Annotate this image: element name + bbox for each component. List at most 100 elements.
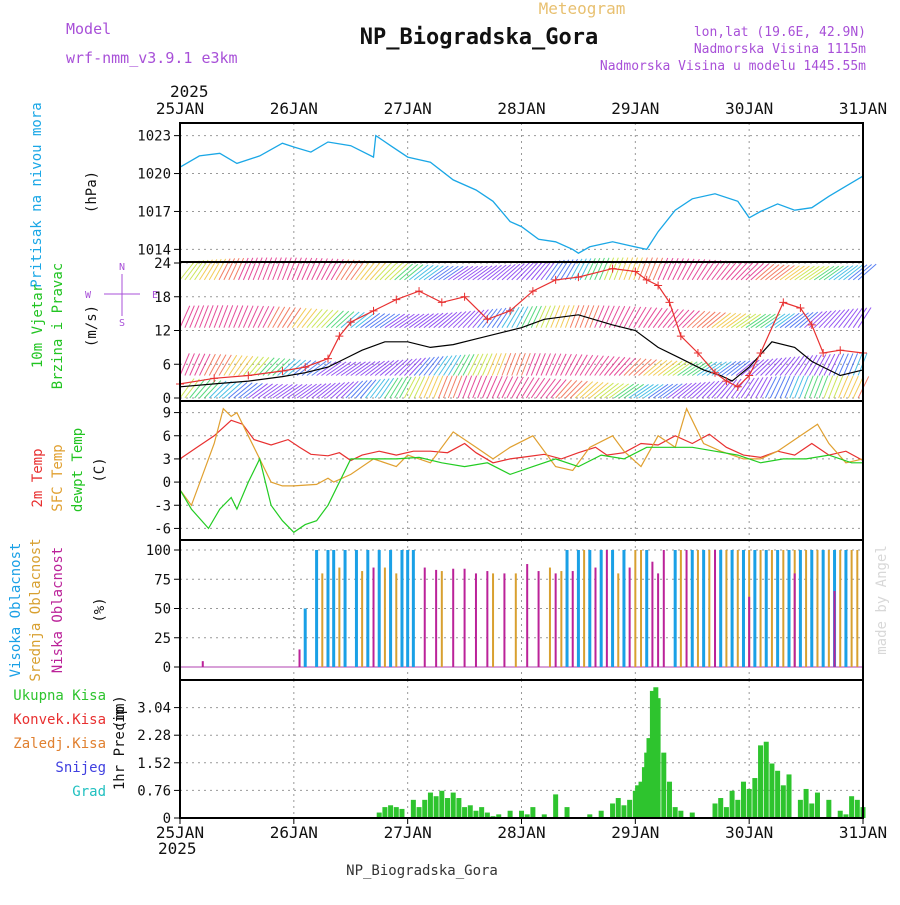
wind-barb xyxy=(189,305,200,328)
wind-barb xyxy=(408,357,426,376)
wind-barb xyxy=(491,353,502,376)
pressure-unit: (hPa) xyxy=(84,171,100,213)
wind-barb xyxy=(545,378,562,399)
cloud-bar xyxy=(736,550,739,667)
wind-barb xyxy=(277,306,291,328)
precip-legend-item: Konvek.Kisa xyxy=(13,712,106,728)
wind-barb xyxy=(560,380,578,399)
cloud-bar xyxy=(617,573,620,667)
wind-barb xyxy=(599,382,619,399)
wind-barb xyxy=(340,259,355,281)
wind-barb xyxy=(755,358,774,376)
wind-barb xyxy=(652,308,668,328)
wind-barb xyxy=(438,311,458,329)
wind-barb xyxy=(438,375,449,399)
wind-barb xyxy=(404,313,425,329)
wind-barb xyxy=(540,305,552,328)
precip-bar xyxy=(541,814,547,818)
precip-bar xyxy=(433,796,439,818)
wind-barb xyxy=(550,379,567,399)
gust-marker xyxy=(335,332,344,341)
precip-bar xyxy=(382,807,388,818)
series-line-sfc-temp xyxy=(179,407,864,507)
chart-subtitle: Meteogram xyxy=(539,0,626,18)
wind-barb xyxy=(765,357,783,376)
wind-barb xyxy=(418,313,439,329)
wind-barb xyxy=(355,361,376,376)
precip-bar xyxy=(797,799,803,818)
wind-barb xyxy=(384,359,404,376)
wind-barb xyxy=(770,264,790,281)
wind-barb xyxy=(764,376,777,399)
wind-barb xyxy=(179,305,191,328)
wind-barb xyxy=(477,308,494,329)
wind-barb xyxy=(374,262,392,281)
wind-barb xyxy=(496,263,516,281)
panel-precip: 3.04 2.28 1.52 0.76 0 xyxy=(137,679,866,827)
cloud-bar xyxy=(548,567,551,667)
wind-barb xyxy=(803,375,814,399)
wind-barb xyxy=(696,361,718,376)
cloud-bar xyxy=(776,550,780,667)
wind-barb xyxy=(667,361,688,376)
wind-barb xyxy=(282,307,296,328)
wind-barb xyxy=(682,361,703,376)
cloud-bar xyxy=(452,568,455,667)
cloud-bar xyxy=(714,550,717,667)
wind-barb xyxy=(306,383,327,399)
wind-barb xyxy=(530,261,548,281)
wind-barb xyxy=(511,352,521,376)
wind-barb xyxy=(438,265,459,281)
wind-barb xyxy=(467,375,478,399)
wind-barb xyxy=(194,353,206,376)
precip-bar xyxy=(587,814,593,818)
wind-barb xyxy=(648,359,668,376)
wind-barb xyxy=(599,356,615,376)
wind-barb xyxy=(779,375,791,399)
precip-bar xyxy=(672,807,678,818)
gust-marker xyxy=(665,298,674,307)
wind-barb xyxy=(555,305,566,328)
wind-barb xyxy=(565,380,583,399)
wind-barb xyxy=(394,358,413,376)
wind-barb xyxy=(457,265,479,281)
cloud-ylabel-2: Srednja Oblacnost xyxy=(28,538,44,681)
wind-unit: (m/s) xyxy=(84,305,100,347)
wind-barb xyxy=(843,375,854,399)
wind-barb xyxy=(467,353,479,376)
wind-barb xyxy=(389,313,410,329)
wind-barb xyxy=(813,310,832,329)
wind-barb xyxy=(389,263,408,281)
wind-barb xyxy=(648,383,669,399)
precip-legend: Ukupna Kisa Konvek.Kisa Zaledj.Kisa Snijeg G… xyxy=(13,688,106,800)
y-tick-label: 0 xyxy=(163,475,171,491)
wind-barb xyxy=(252,383,273,399)
wind-barb xyxy=(755,376,768,399)
compass-rose: N W E S xyxy=(85,262,158,329)
wind-barb xyxy=(691,311,711,329)
precip-bar xyxy=(837,810,843,818)
cloud-bar xyxy=(816,550,819,667)
wind-barb xyxy=(560,353,572,376)
wind-barb xyxy=(306,360,327,376)
wind-barb xyxy=(696,259,711,281)
wind-barb xyxy=(760,264,780,281)
wind-barb xyxy=(350,380,368,399)
wind-barb xyxy=(667,309,684,329)
wind-barb xyxy=(818,354,831,376)
gust-marker xyxy=(323,354,332,363)
cloud-bar xyxy=(690,550,694,667)
temp-unit: (C) xyxy=(92,457,108,482)
gust-marker xyxy=(654,281,663,290)
top-date-label: 26JAN xyxy=(270,99,318,118)
cloud-bar xyxy=(514,573,517,667)
cloud-bar xyxy=(377,550,381,667)
precip-bar xyxy=(621,805,627,818)
wind-barb xyxy=(604,383,624,399)
wind-barb xyxy=(818,375,829,399)
cloud-bar xyxy=(201,661,204,667)
precip-bar xyxy=(635,785,641,818)
gust-marker xyxy=(779,298,788,307)
precip-bar xyxy=(439,790,445,818)
wind-barb xyxy=(628,306,642,328)
